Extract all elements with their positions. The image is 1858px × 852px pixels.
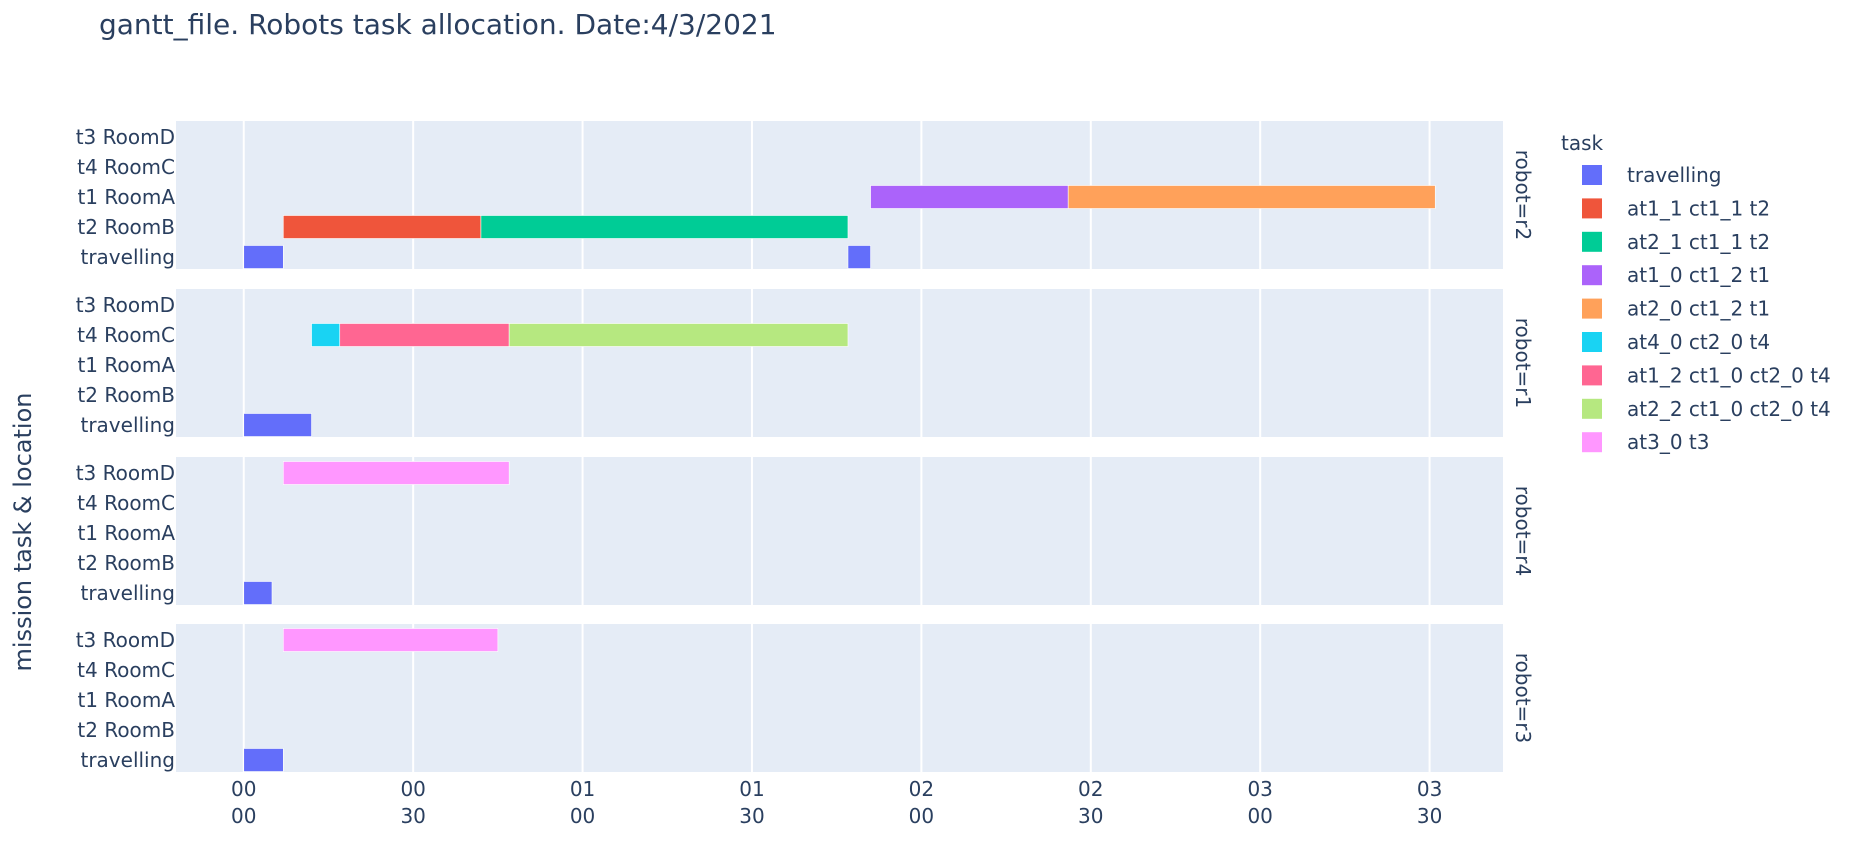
y-tick-label: t4 RoomC xyxy=(77,323,175,347)
facet-label: robot=r2 xyxy=(1511,150,1535,241)
facet-label: robot=r3 xyxy=(1511,653,1535,744)
legend-swatch xyxy=(1582,265,1602,286)
y-tick-label: t1 RoomA xyxy=(77,185,175,209)
legend-item: at2_0 ct1_2 t1 xyxy=(1582,297,1770,321)
legend-swatch xyxy=(1582,231,1602,252)
legend-label: at2_0 ct1_2 t1 xyxy=(1627,297,1770,321)
y-tick-label: t2 RoomB xyxy=(77,383,175,407)
x-axis: 00 00 00 30 01 00 01 30 02 00 02 30 03 00 03 30 xyxy=(231,777,1442,828)
legend-label: at1_0 ct1_2 t1 xyxy=(1627,263,1770,287)
task-bar xyxy=(243,581,273,605)
y-tick-label: t4 RoomC xyxy=(77,658,175,682)
task-bar xyxy=(870,185,1069,209)
x-tick-label: 02 xyxy=(1078,777,1103,801)
y-tick-label: t4 RoomC xyxy=(77,491,175,515)
x-tick-label: 01 xyxy=(570,777,595,801)
legend-swatch xyxy=(1582,298,1602,319)
legend: task travelling at1_1 ct1_1 t2 at2_1 ct1_1… xyxy=(1561,131,1831,454)
task-bar xyxy=(847,245,871,269)
legend-label: at3_0 t3 xyxy=(1627,430,1709,454)
legend-title: task xyxy=(1561,131,1604,155)
legend-label: at4_0 ct2_0 t4 xyxy=(1627,330,1770,354)
y-tick-label: travelling xyxy=(80,581,175,605)
x-tick-label: 30 xyxy=(400,804,425,828)
x-tick-label: 00 xyxy=(570,804,595,828)
x-tick-label: 02 xyxy=(909,777,934,801)
legend-item: at2_2 ct1_0 ct2_0 t4 xyxy=(1582,397,1831,421)
x-tick-label: 00 xyxy=(231,777,256,801)
facet-robot-r4: t3 RoomD t4 RoomC t1 RoomA t2 RoomB travelli… xyxy=(76,457,1535,605)
y-tick-label: t3 RoomD xyxy=(76,293,175,317)
y-tick-label: t3 RoomD xyxy=(76,461,175,485)
y-tick-label: travelling xyxy=(80,413,175,437)
y-tick-label: t4 RoomC xyxy=(77,155,175,179)
legend-item: travelling xyxy=(1582,163,1722,187)
chart-title: gantt_file. Robots task allocation. Date… xyxy=(99,8,777,41)
legend-item: at1_0 ct1_2 t1 xyxy=(1582,263,1770,287)
task-bar xyxy=(282,215,482,239)
legend-item: at1_2 ct1_0 ct2_0 t4 xyxy=(1582,363,1831,387)
legend-label: at1_1 ct1_1 t2 xyxy=(1627,196,1770,220)
x-tick-label: 30 xyxy=(739,804,764,828)
legend-item: at1_1 ct1_1 t2 xyxy=(1582,196,1770,220)
y-tick-label: t2 RoomB xyxy=(77,718,175,742)
task-bar xyxy=(311,323,341,347)
y-tick-label: t1 RoomA xyxy=(77,353,175,377)
x-tick-label: 00 xyxy=(400,777,425,801)
task-bar xyxy=(508,323,849,347)
legend-swatch xyxy=(1582,198,1602,219)
legend-item: at4_0 ct2_0 t4 xyxy=(1582,330,1770,354)
x-tick-label: 00 xyxy=(231,804,256,828)
y-tick-label: t3 RoomD xyxy=(76,628,175,652)
legend-swatch xyxy=(1582,365,1602,386)
y-tick-label: t3 RoomD xyxy=(76,125,175,149)
facet-robot-r1: t3 RoomD t4 RoomC t1 RoomA t2 RoomB travelli… xyxy=(76,289,1535,437)
task-bar xyxy=(243,413,312,437)
facet-label: robot=r4 xyxy=(1511,486,1535,577)
facet-robot-r3: t3 RoomD t4 RoomC t1 RoomA t2 RoomB travelli… xyxy=(76,624,1535,772)
y-tick-label: t2 RoomB xyxy=(77,215,175,239)
task-bar xyxy=(480,215,849,239)
y-tick-label: travelling xyxy=(80,245,175,269)
legend-label: at1_2 ct1_0 ct2_0 t4 xyxy=(1627,363,1831,387)
task-bar xyxy=(339,323,510,347)
legend-swatch xyxy=(1582,398,1602,419)
x-tick-label: 30 xyxy=(1417,804,1442,828)
y-tick-label: t1 RoomA xyxy=(77,521,175,545)
y-tick-label: t2 RoomB xyxy=(77,551,175,575)
task-bar xyxy=(282,461,510,485)
x-tick-label: 00 xyxy=(1247,804,1272,828)
y-tick-label: t1 RoomA xyxy=(77,688,175,712)
legend-label: travelling xyxy=(1627,163,1722,187)
panel-background xyxy=(176,289,1503,437)
task-bar xyxy=(243,245,284,269)
task-bar xyxy=(1067,185,1436,209)
legend-label: at2_1 ct1_1 t2 xyxy=(1627,230,1770,254)
x-tick-label: 03 xyxy=(1417,777,1442,801)
task-bar xyxy=(282,628,499,652)
legend-item: at2_1 ct1_1 t2 xyxy=(1582,230,1770,254)
facet-label: robot=r1 xyxy=(1511,318,1535,409)
legend-swatch xyxy=(1582,332,1602,352)
legend-swatch xyxy=(1582,432,1602,453)
x-tick-label: 03 xyxy=(1247,777,1272,801)
facet-panels: t3 RoomD t4 RoomC t1 RoomA t2 RoomB travelli… xyxy=(76,121,1535,772)
x-tick-label: 01 xyxy=(739,777,764,801)
task-bar xyxy=(243,748,284,772)
legend-swatch xyxy=(1582,165,1602,185)
y-tick-label: travelling xyxy=(80,748,175,772)
x-tick-label: 30 xyxy=(1078,804,1103,828)
x-tick-label: 00 xyxy=(909,804,934,828)
y-axis-label: mission task & location xyxy=(9,393,37,672)
legend-item: at3_0 t3 xyxy=(1582,430,1709,454)
legend-label: at2_2 ct1_0 ct2_0 t4 xyxy=(1627,397,1831,421)
facet-robot-r2: t3 RoomD t4 RoomC t1 RoomA t2 RoomB travelli… xyxy=(76,121,1535,269)
